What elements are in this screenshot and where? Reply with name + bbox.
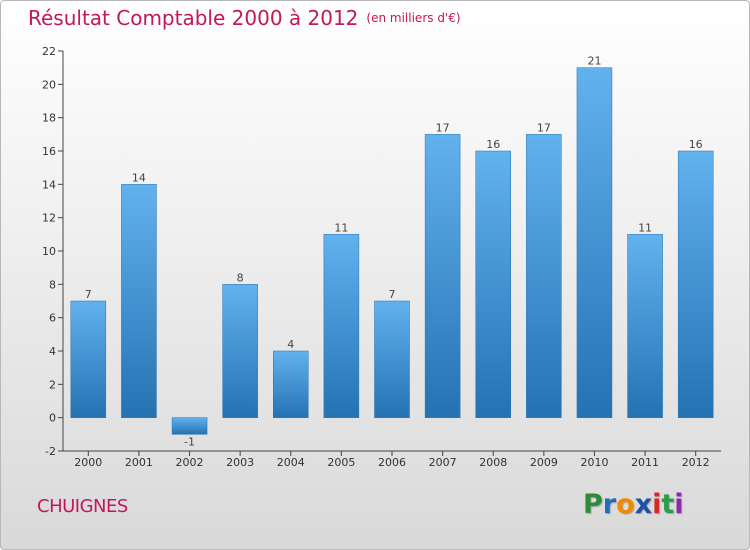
x-tick-label: 2006	[378, 456, 406, 469]
bar-2004	[273, 350, 309, 418]
y-tick-label: -2	[45, 445, 56, 458]
value-label-2005: 11	[334, 221, 348, 234]
value-label-2003: 8	[237, 271, 244, 284]
value-label-2004: 4	[287, 338, 294, 351]
y-tick-label: 22	[42, 45, 56, 58]
x-tick-label: 2012	[682, 456, 710, 469]
bars	[70, 67, 714, 435]
bar-2001	[121, 184, 157, 418]
bar-2002	[171, 417, 208, 435]
x-tick-label: 2008	[479, 456, 507, 469]
bar-2012	[677, 150, 714, 418]
logo-letter: i	[674, 489, 684, 520]
x-tick-label: 2003	[226, 456, 254, 469]
x-tick-label: 2010	[580, 456, 608, 469]
y-tick-label: 10	[42, 245, 56, 258]
x-tick-label: 2000	[74, 456, 102, 469]
bar-2008	[475, 150, 511, 418]
axes: -2 0 2 4 6 8 10 12 14 16 18 20 22 2000 2001 2002 2003 200…	[42, 45, 721, 469]
chart-title: Résultat Comptable 2000 à 2012 (en millie…	[28, 6, 461, 30]
value-labels: 7 14 -1 8 4 11 7 17 16 17 21 11 16	[85, 55, 703, 449]
commune-name: CHUIGNES	[37, 496, 128, 517]
bar-2005	[323, 234, 360, 418]
chart-subtitle: (en milliers d'€)	[366, 11, 461, 25]
bar-2007	[424, 134, 461, 418]
x-tick-label: 2007	[429, 456, 457, 469]
value-label-2007: 17	[436, 121, 450, 134]
bar-2000	[70, 300, 107, 418]
value-label-2011: 11	[638, 221, 652, 234]
y-tick-label: 4	[49, 345, 56, 358]
value-label-2000: 7	[85, 288, 92, 301]
logo-letter: x	[634, 489, 653, 520]
value-label-2009: 17	[537, 121, 551, 134]
x-tick-label: 2005	[327, 456, 355, 469]
chart-title-text: Résultat Comptable 2000 à 2012	[28, 6, 359, 30]
value-label-2008: 16	[486, 138, 500, 151]
bar-2006	[374, 300, 410, 418]
y-tick-label: 2	[49, 378, 56, 391]
value-label-2002: -1	[184, 435, 195, 448]
logo-letter: i	[652, 489, 662, 520]
value-label-2006: 7	[389, 288, 396, 301]
value-label-2010: 21	[587, 55, 601, 68]
y-tick-label: 18	[42, 112, 56, 125]
x-tick-label: 2004	[277, 456, 305, 469]
y-tick-label: 20	[42, 78, 56, 91]
logo-letter: t	[661, 489, 675, 520]
y-tick-label: 0	[49, 412, 56, 425]
logo-letter: r	[602, 489, 617, 520]
bar-2010	[576, 67, 613, 418]
value-label-2012: 16	[689, 138, 703, 151]
logo-letter: P	[583, 489, 603, 520]
y-tick-label: 14	[42, 178, 56, 191]
x-tick-label: 2009	[530, 456, 558, 469]
y-tick-label: 8	[49, 278, 56, 291]
x-tick-label: 2011	[631, 456, 659, 469]
proxiti-logo[interactable]: Proxiti	[583, 489, 684, 520]
x-tick-label: 2002	[176, 456, 204, 469]
bar-2003	[222, 284, 258, 418]
logo-letter: o	[616, 489, 635, 520]
value-label-2001: 14	[132, 171, 146, 184]
bar-2011	[627, 234, 663, 418]
y-tick-label: 12	[42, 212, 56, 225]
bar-2009	[526, 134, 562, 418]
y-tick-label: 6	[49, 312, 56, 325]
x-tick-label: 2001	[125, 456, 153, 469]
y-tick-label: 16	[42, 145, 56, 158]
